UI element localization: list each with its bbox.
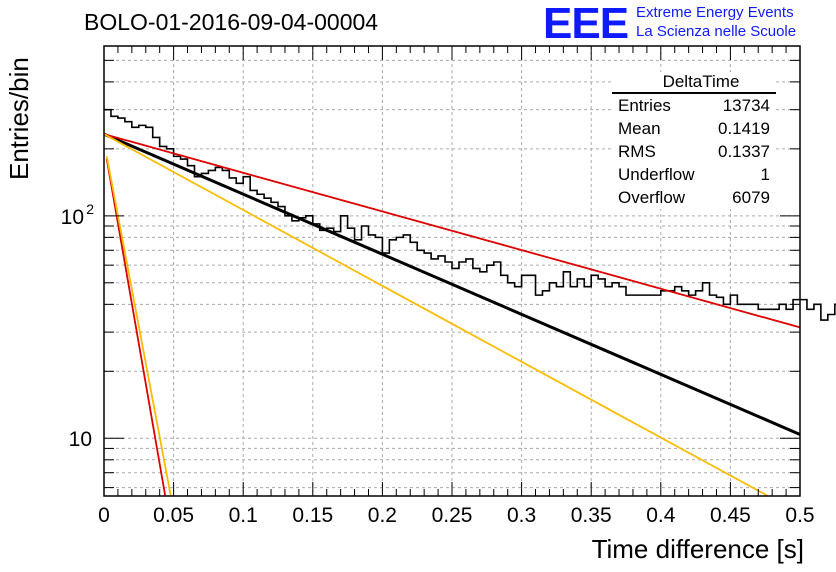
logo-line-2: La Scienza nelle Scuole	[636, 23, 797, 40]
x-tick-label: 0	[98, 504, 110, 527]
stats-label: Entries	[618, 96, 671, 115]
fit-curve-5	[105, 156, 172, 497]
x-tick-label: 0.5	[785, 504, 814, 527]
y-tick-exponent: 2	[86, 201, 94, 217]
fit-curve-3	[103, 133, 769, 497]
x-tick-label: 0.35	[571, 504, 612, 527]
x-tick-label: 0.05	[153, 504, 194, 527]
stats-row-mean: Mean 0.1419	[612, 117, 776, 140]
fit-curve-4	[105, 158, 167, 497]
chart-title: BOLO-01-2016-09-04-00004	[84, 9, 379, 35]
stats-label: RMS	[618, 142, 656, 161]
histogram-group	[104, 108, 836, 321]
stats-label: Underflow	[618, 165, 695, 184]
stats-row-entries: Entries 13734	[612, 94, 776, 117]
fit-curve-2	[103, 133, 801, 329]
x-tick-label: 0.3	[507, 504, 536, 527]
x-tick-label: 0.25	[432, 504, 473, 527]
logo-line-1: Extreme Energy Events	[636, 4, 794, 21]
stats-value: 0.1419	[718, 119, 770, 138]
stats-row-rms: RMS 0.1337	[612, 140, 776, 163]
stats-value: 0.1337	[718, 142, 770, 161]
x-tick-label: 0.15	[292, 504, 333, 527]
stats-label: Overflow	[618, 188, 686, 207]
chart-axes	[103, 45, 801, 497]
fit-curve-1	[103, 132, 801, 436]
x-tick-label: 0.4	[646, 504, 676, 527]
tick-labels-group: 0 0.05 0.1 0.15 0.2 0.25 0.3 0.35 0.4 0.45 0.5 10 10…	[61, 201, 815, 527]
y-axis-label: Entries/bin	[4, 57, 34, 180]
stats-value: 1	[760, 165, 770, 184]
y-tick-label: 10	[61, 206, 84, 229]
histogram-steps	[104, 108, 836, 321]
fit-curves-group	[103, 132, 801, 497]
stats-divider	[612, 92, 776, 94]
stats-value: 13734	[722, 96, 770, 115]
stats-box: DeltaTime Entries 13734 Mean 0.1419 RMS …	[612, 72, 776, 209]
eee-logo: EEE	[543, 0, 629, 48]
y-tick-label: 10	[69, 428, 92, 451]
x-axis-label: Time difference [s]	[591, 534, 804, 564]
stats-label: Mean	[618, 119, 661, 138]
stats-title: DeltaTime	[662, 72, 740, 91]
x-tick-label: 0.2	[368, 504, 397, 527]
stats-row-underflow: Underflow 1	[612, 163, 776, 186]
stats-row-overflow: Overflow 6079	[612, 186, 776, 209]
x-tick-label: 0.45	[710, 504, 751, 527]
stats-value: 6079	[732, 188, 770, 207]
x-tick-label: 0.1	[229, 504, 258, 527]
